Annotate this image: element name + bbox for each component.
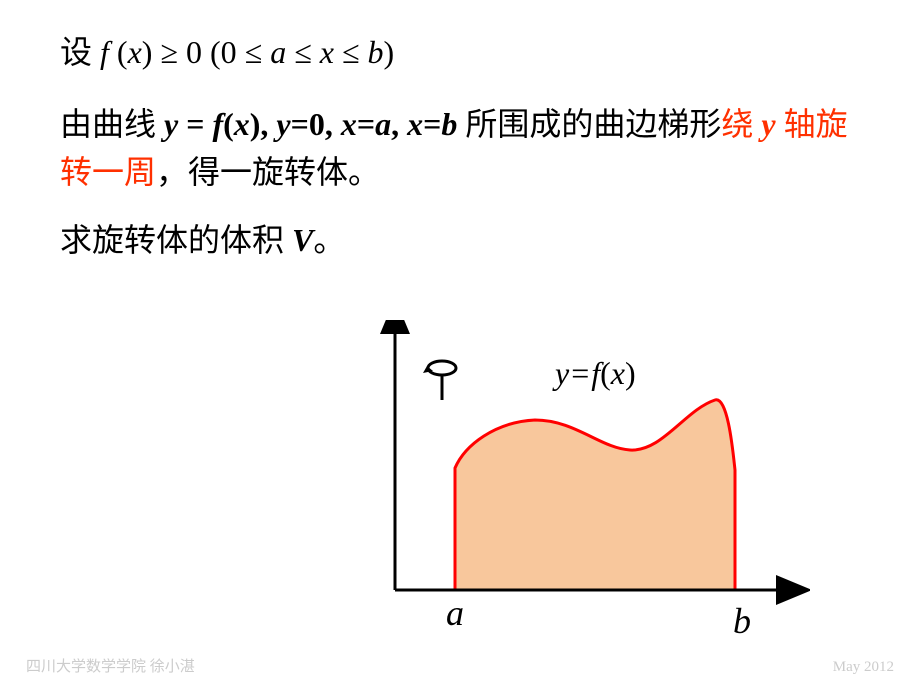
eq2-y: y: [276, 106, 290, 142]
q-t1: 求旋转体的体积: [60, 222, 292, 258]
var-x2: x: [320, 34, 334, 70]
var-x: x: [128, 34, 142, 70]
red-prefix: 绕: [721, 106, 753, 142]
rotation-icon: [423, 356, 461, 411]
le2: ≤: [334, 34, 368, 70]
eq1-y: y: [164, 106, 178, 142]
eq1-x: x: [234, 106, 250, 142]
cl-x: x: [611, 355, 625, 391]
eq3-a: a: [375, 106, 391, 142]
chart-area: y=f(x) a b: [290, 320, 810, 650]
var-f: f: [100, 34, 109, 70]
t2: 所围成的曲边梯形: [457, 106, 721, 142]
eq4-b: b: [441, 106, 457, 142]
q-v: V: [292, 222, 313, 258]
curve-region: [455, 400, 735, 590]
prefix-text: 设: [60, 34, 100, 70]
eq1-open: (: [223, 106, 234, 142]
cl-y: y: [555, 355, 569, 391]
red-y: y: [753, 106, 783, 142]
q-t2: 。: [313, 222, 345, 258]
var-b: b: [368, 34, 384, 70]
eq1-f: f: [212, 106, 223, 142]
footer-right: May 2012: [833, 659, 894, 676]
eq1-eq: =: [178, 106, 212, 142]
eq1-close: ),: [250, 106, 277, 142]
paren-close: ): [384, 34, 395, 70]
a-label: a: [446, 592, 464, 634]
question-line: 求旋转体的体积 V。: [60, 216, 870, 264]
le1: ≤: [286, 34, 320, 70]
t1: 由曲线: [60, 106, 164, 142]
assumption-line: 设 f (x) ≥ 0 (0 ≤ a ≤ x ≤ b): [60, 28, 870, 76]
description-line: 由曲线 y = f(x), y=0, x=a, x=b 所围成的曲边梯形绕 y …: [60, 100, 870, 196]
eq4-x: x: [407, 106, 423, 142]
cl-close: ): [625, 355, 636, 391]
cl-open: (: [600, 355, 611, 391]
cl-f: f: [591, 355, 600, 391]
var-a: a: [270, 34, 286, 70]
footer-left: 四川大学数学学院 徐小湛: [26, 655, 195, 676]
b-label: b: [733, 600, 751, 642]
t3: ，得一旋转体。: [156, 154, 380, 190]
eq4: =: [423, 106, 441, 142]
eq3-c: ,: [391, 106, 407, 142]
eq3-x: x: [341, 106, 357, 142]
cl-eq: =: [569, 355, 591, 391]
close-ge: ) ≥ 0 (0 ≤: [142, 34, 270, 70]
eq3: =: [357, 106, 375, 142]
chart-svg: [290, 320, 810, 650]
curve-label: y=f(x): [555, 355, 636, 392]
paren-open: (: [109, 34, 128, 70]
eq2: =0,: [291, 106, 341, 142]
